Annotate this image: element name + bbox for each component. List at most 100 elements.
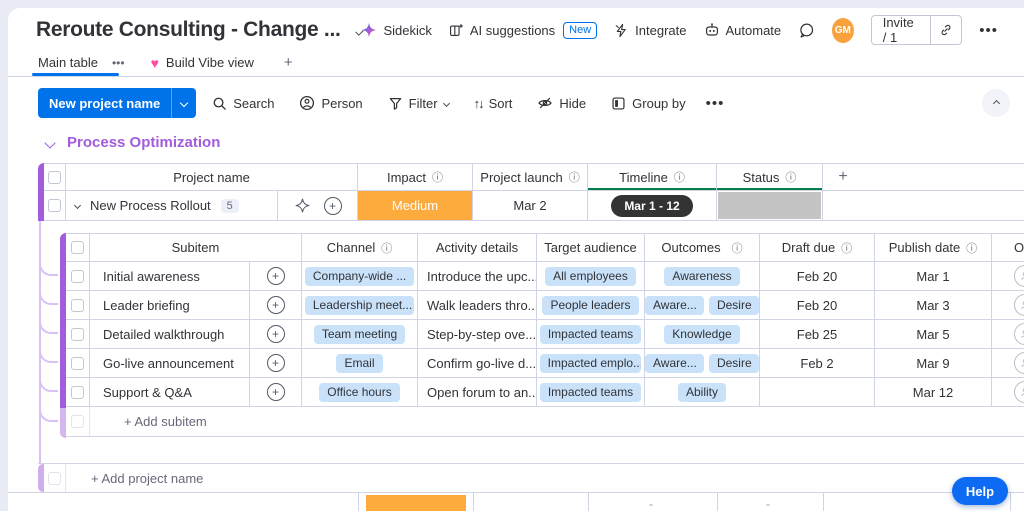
add-update-cell[interactable]: + — [250, 378, 302, 406]
group-collapse-chevron-icon[interactable] — [44, 136, 56, 149]
add-update-cell[interactable]: + — [250, 320, 302, 348]
hide-button[interactable]: Hide — [528, 89, 595, 117]
tab-main-table[interactable]: Main table ••• — [38, 55, 125, 70]
subitem-row[interactable]: Detailed walkthrough + Team meeting Step… — [66, 320, 1024, 349]
ai-sparkle-icon[interactable] — [294, 197, 311, 214]
publish-date-cell[interactable]: Mar 1 — [875, 262, 992, 290]
new-project-caret[interactable] — [171, 88, 196, 118]
subitem-row[interactable]: Support & Q&A + Office hours Open forum … — [66, 378, 1024, 407]
subitem-row[interactable]: Leader briefing + Leadership meet... Wal… — [66, 291, 1024, 320]
board-more-menu[interactable]: ••• — [979, 21, 998, 39]
filter-button[interactable]: Filter — [379, 89, 458, 117]
outcome-pill[interactable]: Ability — [677, 382, 726, 402]
outcome-pill[interactable]: Desire — [708, 295, 759, 315]
activity-cell[interactable]: Confirm go-live d... — [418, 349, 537, 377]
outcomes-cell[interactable]: Ability — [645, 378, 760, 406]
outcomes-cell[interactable]: Awareness — [645, 262, 760, 290]
publish-date-cell[interactable]: Mar 12 — [875, 378, 992, 406]
audience-cell[interactable]: Impacted emplo... — [537, 349, 645, 377]
outcomes-cell[interactable]: Aware... Desire — [645, 291, 760, 319]
column-header-timeline[interactable]: Timeline ⓘ — [588, 164, 717, 190]
column-header-draft-due[interactable]: Draft due ⓘ — [760, 234, 875, 261]
add-project-row[interactable]: + Add project name — [38, 463, 1024, 492]
channel-pill[interactable]: Team meeting — [313, 324, 406, 344]
column-header-activity-details[interactable]: Activity details — [418, 234, 537, 261]
row-checkbox[interactable] — [66, 349, 90, 377]
project-launch-cell[interactable]: Mar 2 — [473, 191, 588, 220]
channel-cell[interactable]: Company-wide ... — [302, 262, 418, 290]
audience-cell[interactable]: All employees — [537, 262, 645, 290]
sort-button[interactable]: ↑↓ Sort — [465, 89, 522, 117]
subitem-name-cell[interactable]: Go-live announcement — [90, 349, 250, 377]
group-title[interactable]: Process Optimization — [67, 134, 221, 151]
audience-pill[interactable]: All employees — [545, 266, 636, 286]
draft-due-cell[interactable]: Feb 25 — [760, 320, 875, 348]
subitem-row[interactable]: Initial awareness + Company-wide ... Int… — [66, 262, 1024, 291]
info-icon[interactable]: ⓘ — [731, 241, 743, 255]
timeline-pill[interactable]: Mar 1 - 12 — [611, 194, 693, 217]
publish-date-cell[interactable]: Mar 9 — [875, 349, 992, 377]
audience-pill[interactable]: Impacted teams — [539, 382, 642, 402]
copy-link-segment[interactable] — [930, 16, 961, 44]
row-checkbox[interactable] — [66, 291, 90, 319]
outcomes-cell[interactable]: Aware... Desire — [645, 349, 760, 377]
outcome-pill[interactable]: Aware... — [645, 353, 704, 373]
subitem-name-cell[interactable]: Initial awareness — [90, 262, 250, 290]
owner-cell[interactable] — [992, 349, 1024, 377]
publish-date-cell[interactable]: Mar 3 — [875, 291, 992, 319]
add-update-cell[interactable]: + — [250, 291, 302, 319]
subitem-name-cell[interactable]: Support & Q&A — [90, 378, 250, 406]
row-checkbox[interactable] — [66, 262, 90, 290]
channel-cell[interactable]: Office hours — [302, 378, 418, 406]
toolbar-more-menu[interactable]: ••• — [705, 94, 725, 112]
column-header-project-name[interactable]: Project name — [66, 164, 358, 190]
outcome-pill[interactable]: Desire — [708, 353, 759, 373]
draft-due-cell[interactable]: Feb 2 — [760, 349, 875, 377]
project-name[interactable]: New Process Rollout — [90, 198, 211, 213]
owner-person-icon[interactable] — [1014, 294, 1024, 316]
info-icon[interactable]: ⓘ — [381, 241, 393, 255]
info-icon[interactable]: ⓘ — [432, 171, 443, 184]
automate-button[interactable]: Automate — [704, 22, 781, 38]
row-checkbox[interactable] — [66, 378, 90, 406]
person-filter-button[interactable]: Person — [290, 89, 371, 117]
publish-date-cell[interactable]: Mar 5 — [875, 320, 992, 348]
add-column-button[interactable]: + — [838, 168, 848, 185]
channel-pill[interactable]: Office hours — [319, 382, 400, 402]
search-button[interactable]: Search — [203, 89, 283, 117]
subitem-name-cell[interactable]: Detailed walkthrough — [90, 320, 250, 348]
draft-due-cell[interactable]: Feb 20 — [760, 291, 875, 319]
new-project-button[interactable]: New project name — [38, 88, 197, 118]
channel-pill[interactable]: Company-wide ... — [304, 266, 415, 286]
owner-cell[interactable] — [992, 291, 1024, 319]
collapse-toolbar-button[interactable] — [982, 89, 1010, 117]
activity-cell[interactable]: Introduce the upc... — [418, 262, 537, 290]
impact-summary-bar[interactable] — [366, 495, 466, 511]
row-checkbox[interactable] — [66, 320, 90, 348]
integrate-button[interactable]: Integrate — [614, 23, 687, 38]
info-icon[interactable]: ⓘ — [673, 171, 685, 184]
project-row[interactable]: New Process Rollout 5 + Medium Mar 2 Mar… — [44, 191, 1024, 221]
channel-pill[interactable]: Email — [336, 353, 383, 373]
audience-pill[interactable]: Impacted teams — [539, 324, 642, 344]
row-checkbox[interactable] — [44, 191, 66, 220]
subitems-select-all-checkbox[interactable] — [66, 234, 90, 261]
column-header-target-audience[interactable]: Target audience — [537, 234, 645, 261]
channel-cell[interactable]: Team meeting — [302, 320, 418, 348]
draft-due-cell[interactable]: Feb 20 — [760, 262, 875, 290]
tab-options-icon[interactable]: ••• — [111, 55, 125, 70]
status-cell[interactable] — [717, 191, 823, 220]
column-header-project-launch[interactable]: Project launch ⓘ — [473, 164, 588, 190]
help-button[interactable]: Help — [952, 477, 1008, 505]
activity-cell[interactable]: Open forum to an... — [418, 378, 537, 406]
channel-cell[interactable]: Email — [302, 349, 418, 377]
owner-person-icon[interactable] — [1014, 381, 1024, 403]
outcome-pill[interactable]: Aware... — [645, 295, 704, 315]
add-update-cell[interactable]: + — [250, 262, 302, 290]
sidekick-button[interactable]: Sidekick — [361, 22, 432, 38]
draft-due-cell[interactable] — [760, 378, 875, 406]
updates-chat-icon[interactable] — [798, 21, 815, 40]
audience-cell[interactable]: Impacted teams — [537, 378, 645, 406]
add-subitem-button[interactable]: + Add subitem — [90, 407, 1024, 436]
activity-cell[interactable]: Walk leaders thro... — [418, 291, 537, 319]
